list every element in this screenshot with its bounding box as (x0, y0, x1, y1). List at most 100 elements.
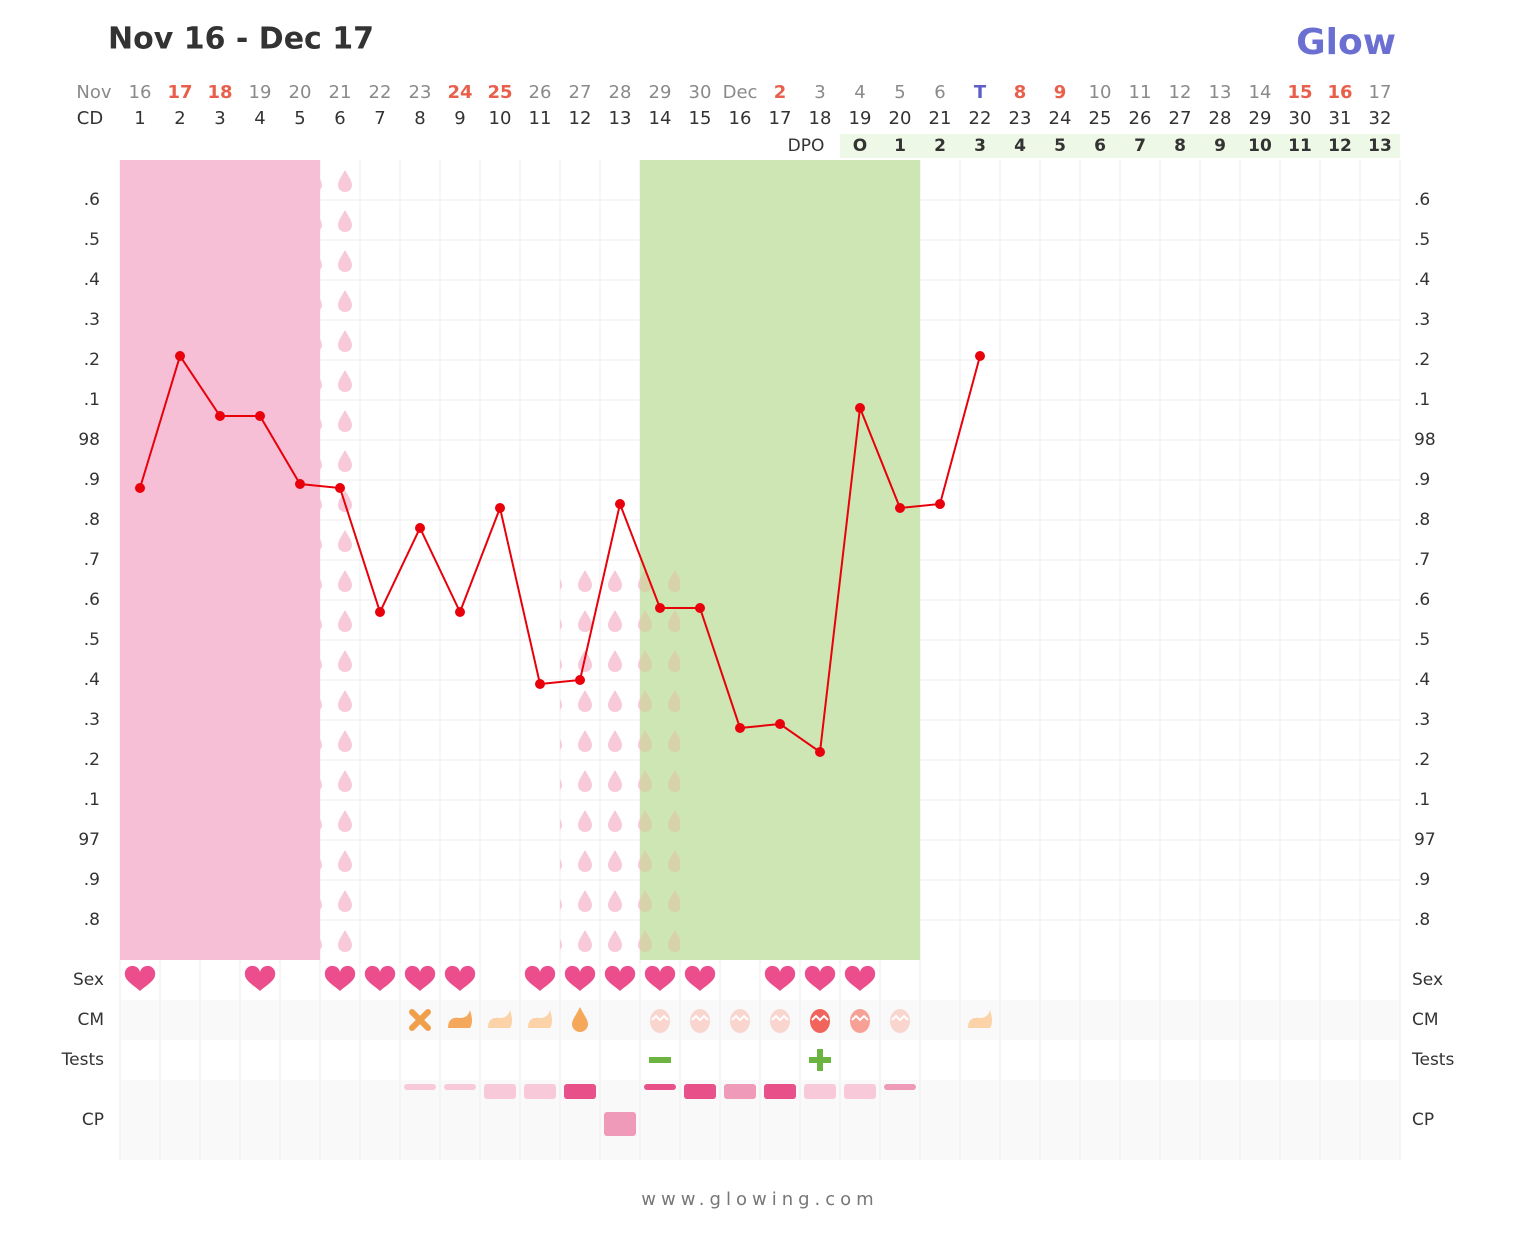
temp-point (935, 499, 945, 509)
date-label: 14 (1249, 82, 1272, 103)
y2-tick-label: .1 (1414, 790, 1430, 810)
cd-label: 21 (929, 108, 952, 129)
cd-label: 29 (1249, 108, 1272, 129)
cm-icon (572, 1007, 588, 1032)
date-label: 15 (1287, 82, 1312, 103)
date-label: 23 (409, 82, 432, 103)
spotting (320, 160, 360, 960)
date-label: 17 (167, 82, 192, 103)
cp-icon (724, 1084, 756, 1099)
date-label: 10 (1089, 82, 1112, 103)
date-label: 17 (1369, 82, 1392, 103)
date-label: 5 (894, 82, 905, 103)
cd-label: 27 (1169, 108, 1192, 129)
date-label: 22 (369, 82, 392, 103)
y2-tick-label: .9 (1414, 870, 1430, 890)
y2-tick-label: .4 (1414, 270, 1430, 290)
y-tick-label: .4 (84, 270, 100, 290)
temp-point (215, 411, 225, 421)
temp-point (335, 483, 345, 493)
heart-icon (604, 965, 636, 991)
dpo-label: 3 (974, 136, 986, 156)
temp-point (855, 403, 865, 413)
cd-label: 6 (334, 108, 345, 129)
y-tick-label: .6 (84, 190, 100, 210)
date-label: 29 (649, 82, 672, 103)
y2-tick-label: .2 (1414, 350, 1430, 370)
cm-icon (409, 1009, 431, 1031)
y2-tick-label: .3 (1414, 310, 1430, 330)
cd-label: 26 (1129, 108, 1152, 129)
temp-point (815, 747, 825, 757)
heart-icon (764, 965, 796, 991)
temp-point (375, 607, 385, 617)
month-label: Nov (76, 82, 111, 103)
temp-point (695, 603, 705, 613)
row-label: Tests (61, 1050, 104, 1070)
y-tick-label: 98 (78, 430, 100, 450)
temp-point (975, 351, 985, 361)
date-label: 6 (934, 82, 945, 103)
cm-icon (691, 1014, 709, 1022)
dpo-label: 1 (894, 136, 906, 156)
row-label: Tests (1411, 1050, 1454, 1070)
cd-label: 18 (809, 108, 832, 129)
temp-point (255, 411, 265, 421)
temp-line (139, 353, 981, 754)
y2-tick-label: .1 (1414, 390, 1430, 410)
dpo-label: 2 (934, 136, 946, 156)
cd-label: 16 (729, 108, 752, 129)
footer: www.glowing.com (641, 1189, 878, 1210)
temp-point (655, 603, 665, 613)
cd-label: 32 (1369, 108, 1392, 129)
temp-point (575, 675, 585, 685)
heart-icon (644, 965, 676, 991)
cd-label: 24 (1049, 108, 1072, 129)
date-label: Dec (723, 82, 758, 103)
cd-label: 10 (489, 108, 512, 129)
date-label: 30 (689, 82, 712, 103)
cp-icon (804, 1084, 836, 1099)
cd-label: 14 (649, 108, 672, 129)
cp-icon (484, 1084, 516, 1099)
cd-label: 30 (1289, 108, 1312, 129)
row-label: Sex (1412, 970, 1443, 990)
dpo-label: 4 (1014, 136, 1026, 156)
period-band (120, 160, 320, 960)
cm-icon (651, 1014, 669, 1022)
date-label: 21 (329, 82, 352, 103)
date-label: 28 (609, 82, 632, 103)
y-tick-label: .2 (84, 750, 100, 770)
y2-tick-label: .8 (1414, 510, 1430, 530)
date-label: 19 (249, 82, 272, 103)
cd-label: 12 (569, 108, 592, 129)
date-label: 20 (289, 82, 312, 103)
date-label: 27 (569, 82, 592, 103)
cp-icon (524, 1084, 556, 1099)
dpo-label: 10 (1248, 136, 1272, 156)
temp-point (895, 503, 905, 513)
y-tick-label: .2 (84, 350, 100, 370)
dpo-label: 9 (1214, 136, 1226, 156)
y-tick-label: 97 (78, 830, 100, 850)
y-tick-label: .6 (84, 590, 100, 610)
temp-point (135, 483, 145, 493)
dpo-bg (840, 134, 1400, 158)
date-label: T (974, 82, 987, 103)
temp-point (495, 503, 505, 513)
date-label: 8 (1014, 82, 1027, 103)
date-label: 4 (854, 82, 865, 103)
y2-tick-label: .9 (1414, 470, 1430, 490)
y-tick-label: .1 (84, 790, 100, 810)
cd-label: 31 (1329, 108, 1352, 129)
heart-icon (844, 965, 876, 991)
dpo-label: DPO (788, 136, 825, 156)
cd-label: 1 (134, 108, 145, 129)
date-label: 13 (1209, 82, 1232, 103)
cd-label: 4 (254, 108, 265, 129)
spotting (640, 560, 680, 960)
cd-label: 25 (1089, 108, 1112, 129)
temp-point (455, 607, 465, 617)
y2-tick-label: .3 (1414, 710, 1430, 730)
